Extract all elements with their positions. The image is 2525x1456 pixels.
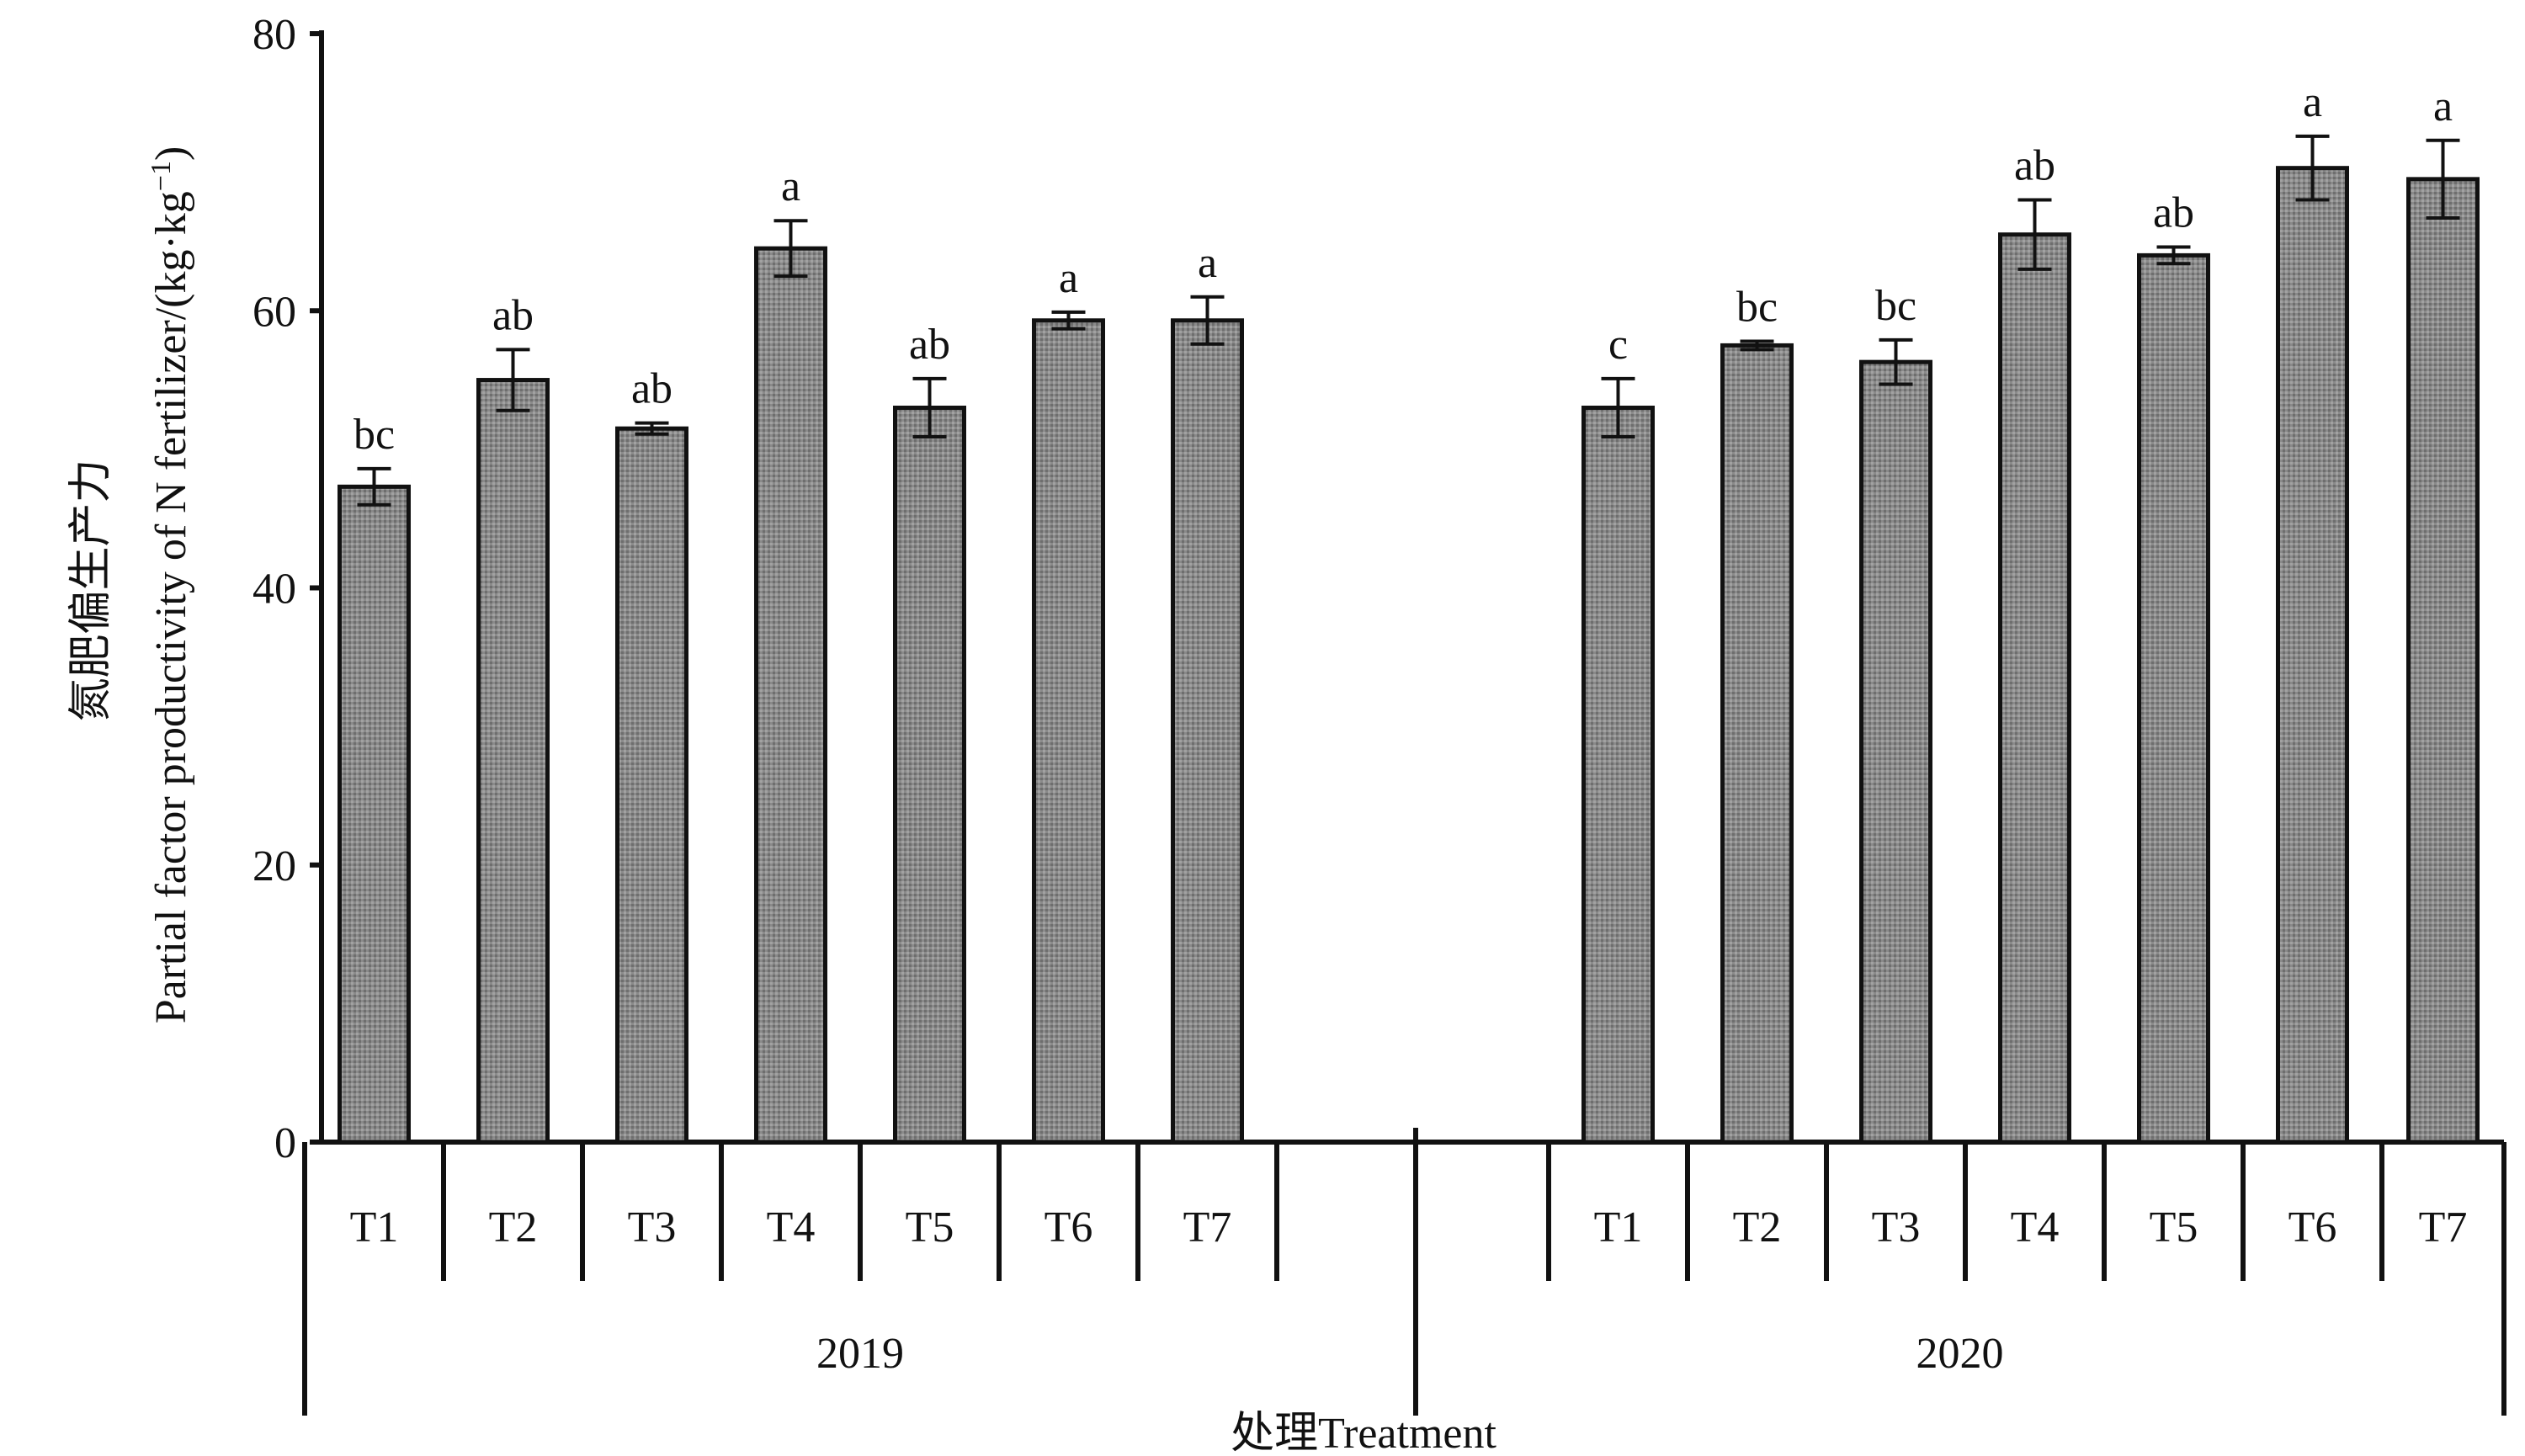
bar	[615, 426, 688, 1145]
category-label: T3	[1872, 1204, 1921, 1251]
bar	[893, 405, 966, 1145]
bar	[1032, 318, 1105, 1145]
significance-label: c	[1608, 321, 1628, 369]
category-label: T7	[2419, 1204, 2468, 1251]
bar	[2406, 177, 2480, 1145]
bar	[1720, 343, 1794, 1145]
significance-label: a	[1059, 254, 1078, 302]
bars-layer	[338, 134, 2480, 1145]
significance-label: ab	[492, 291, 534, 339]
category-label: T1	[350, 1204, 399, 1251]
y-axis-title-sup: −1	[146, 161, 177, 191]
y-axis-title: 氮肥偏生产力 Partial factor productivity of N …	[67, 146, 195, 1024]
significance-label: a	[1198, 239, 1217, 287]
significance-label: ab	[2014, 142, 2055, 190]
significance-label: ab	[631, 365, 672, 413]
category-label: T6	[1045, 1204, 1093, 1251]
y-tick-label: 20	[252, 842, 296, 890]
significance-label: a	[2303, 78, 2322, 126]
bar	[338, 484, 411, 1145]
bar	[754, 246, 827, 1145]
y-axis-title-cn: 氮肥偏生产力	[67, 459, 115, 721]
category-label: T2	[1733, 1204, 1782, 1251]
significance-label: a	[2433, 82, 2453, 130]
significance-label: a	[781, 162, 800, 210]
significance-label: bc	[354, 411, 395, 459]
category-label: T6	[2288, 1204, 2337, 1251]
bar	[1859, 359, 1932, 1145]
year-label: 2020	[1916, 1330, 2004, 1378]
year-label: 2019	[816, 1330, 904, 1378]
y-axis-title-close: )	[147, 146, 195, 161]
labels-layer: bc T1 ab T2 ab T3 a T4 ab T5 a T6 a T7 2019 c T1 bc T2 bc T3…	[350, 78, 2468, 1378]
y-axis-title-en: Partial factor productivity of N fertili…	[147, 191, 195, 1023]
bar	[2276, 166, 2349, 1145]
y-tick-label: 80	[252, 11, 296, 59]
bar	[1171, 318, 1244, 1145]
category-label: T5	[906, 1204, 954, 1251]
x-axis-title: 处理Treatment	[1231, 1410, 1496, 1456]
bar	[1998, 232, 2071, 1145]
category-label: T7	[1183, 1204, 1232, 1251]
significance-label: bc	[1736, 283, 1778, 331]
category-label: T4	[767, 1204, 816, 1251]
bar	[2137, 252, 2210, 1145]
category-label: T5	[2150, 1204, 2198, 1251]
y-tick-label: 40	[252, 566, 296, 614]
bar	[476, 378, 550, 1145]
bar	[1581, 405, 1655, 1145]
y-tick-label: 60	[252, 288, 296, 336]
significance-label: bc	[1875, 282, 1916, 330]
significance-label: ab	[2153, 189, 2194, 237]
category-label: T2	[489, 1204, 538, 1251]
category-label: T3	[628, 1204, 677, 1251]
significance-label: ab	[909, 321, 950, 369]
y-tick-label: 0	[274, 1119, 296, 1167]
category-label: T1	[1594, 1204, 1643, 1251]
category-label: T4	[2011, 1204, 2060, 1251]
